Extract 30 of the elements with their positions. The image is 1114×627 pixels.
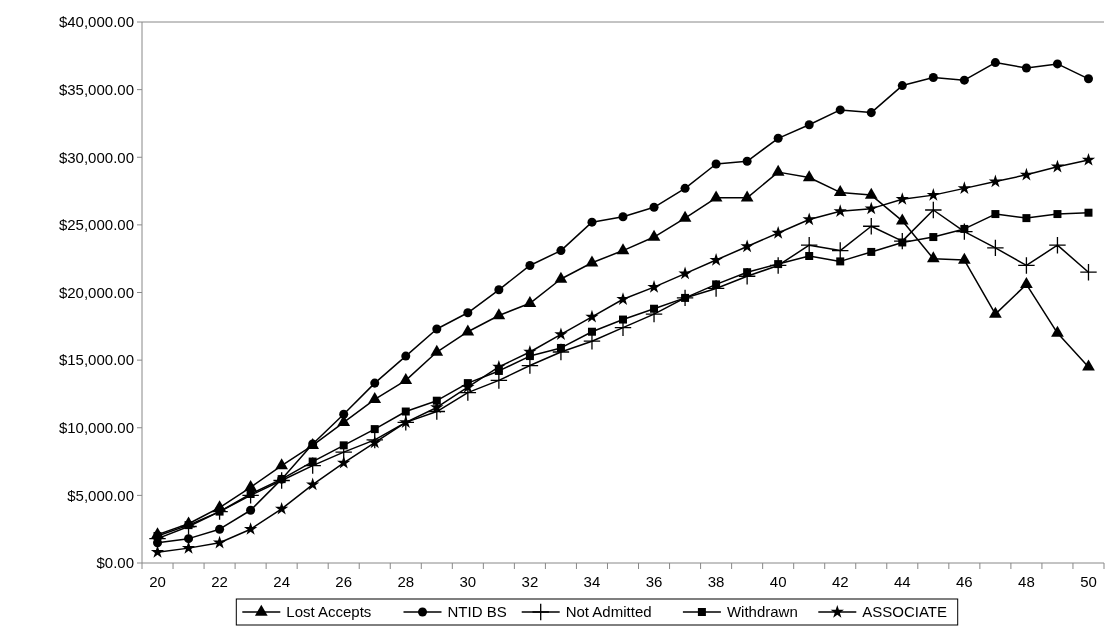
x-tick-label: 28 [397, 573, 415, 590]
x-tick-label: 42 [831, 573, 849, 590]
x-tick-label: 20 [149, 573, 166, 590]
legend-label: NTID BS [447, 603, 507, 621]
x-tick-label: 50 [1080, 573, 1097, 590]
legend-label: Lost Accepts [286, 603, 372, 621]
x-tick-label: 38 [707, 573, 725, 590]
x-tick-label: 22 [211, 573, 228, 590]
y-tick-label: $15,000.00 [58, 351, 134, 369]
legend-label: ASSOCIATE [862, 603, 948, 621]
legend-label: Withdrawn [726, 603, 798, 621]
x-tick-label: 36 [645, 573, 663, 590]
y-tick-label: $5,000.00 [67, 486, 134, 504]
y-tick-label: $25,000.00 [58, 216, 134, 234]
x-tick-label: 44 [893, 573, 911, 590]
x-tick-label: 24 [273, 573, 290, 590]
x-tick-label: 48 [1018, 573, 1035, 590]
legend-label: Not Admitted [565, 603, 652, 621]
x-tick-label: 46 [956, 573, 973, 590]
x-tick-label: 26 [335, 573, 353, 590]
y-tick-label: $10,000.00 [58, 419, 134, 436]
x-tick-label: 32 [521, 573, 539, 590]
y-tick-label: $30,000.00 [58, 148, 134, 166]
x-tick-label: 34 [583, 573, 601, 590]
y-tick-label: $35,000.00 [58, 80, 134, 98]
y-tick-label: $20,000.00 [58, 283, 134, 301]
x-tick-label: 30 [459, 573, 477, 590]
y-tick-label: $0.00 [96, 554, 134, 572]
x-tick-label: 40 [769, 573, 787, 590]
y-tick-label: $40,000.00 [58, 13, 134, 31]
